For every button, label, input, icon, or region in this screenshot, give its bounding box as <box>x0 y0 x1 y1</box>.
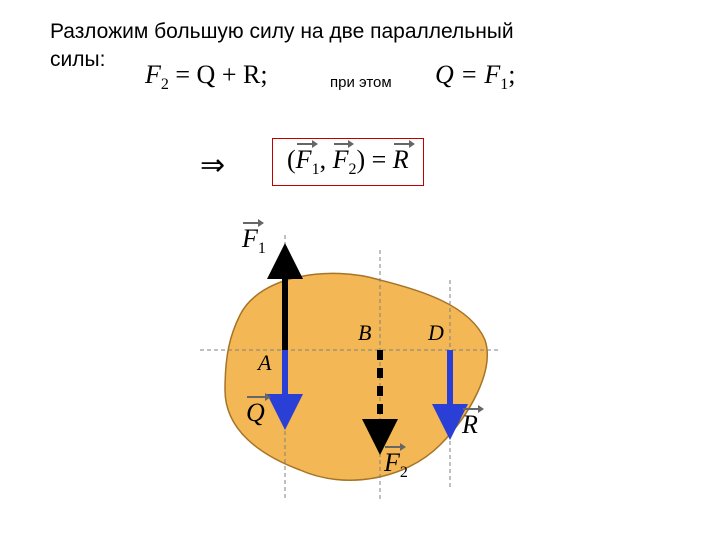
boxed-result: (F1, F2) = R <box>272 138 424 186</box>
force-r-label: R <box>462 410 478 440</box>
box-r: R <box>393 145 409 175</box>
diagram-svg <box>170 220 530 520</box>
equation-q: Q = F1; <box>435 60 515 94</box>
connector-text: при этом <box>330 74 392 91</box>
box-f1-sub: 1 <box>312 161 320 178</box>
eq-f2-f: F <box>145 60 161 89</box>
force-f2-label: F2 <box>384 448 408 482</box>
point-d-label: D <box>428 320 444 346</box>
point-b-label: B <box>358 320 371 346</box>
box-f2: F <box>333 145 349 175</box>
box-open: ( <box>287 145 296 174</box>
box-eq: = <box>365 145 393 174</box>
eq-q-sub: 1 <box>500 76 508 93</box>
eq-q-main: Q = F <box>435 60 500 89</box>
box-close: ) <box>356 145 365 174</box>
force-f1-label: F1 <box>242 224 266 258</box>
box-comma: , <box>320 145 333 174</box>
equation-f2: F2 = Q + R; <box>145 60 268 94</box>
eq-f2-sub: 2 <box>161 76 169 93</box>
title-line-2: силы: <box>50 48 105 72</box>
force-diagram: A B D F1 Q F2 R <box>170 220 530 520</box>
point-a-label: A <box>258 350 271 376</box>
implies-symbol: ⇒ <box>200 148 225 183</box>
force-q-label: Q <box>246 398 265 428</box>
title-line-1: Разложим большую силу на две параллельны… <box>50 20 514 44</box>
box-f1: F <box>296 145 312 175</box>
eq-f2-rest: = Q + R; <box>169 60 268 89</box>
eq-q-end: ; <box>508 60 515 89</box>
